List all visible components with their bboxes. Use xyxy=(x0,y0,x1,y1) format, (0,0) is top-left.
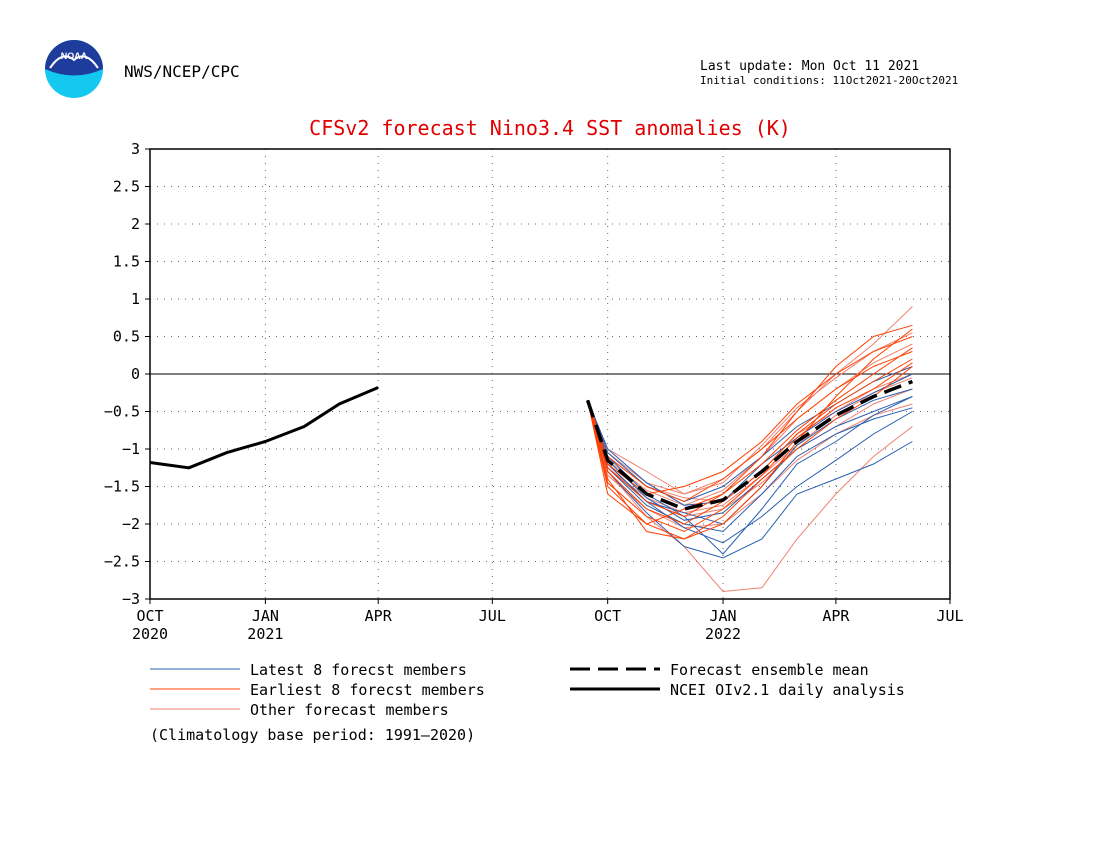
x-tick-label: APR xyxy=(365,607,393,625)
latest-member-line xyxy=(587,400,913,533)
initial-conditions: Initial conditions: 11Oct2021-20Oct2021 xyxy=(700,74,958,87)
legend-label-earliest: Earliest 8 forecst members xyxy=(250,681,485,699)
observed-line xyxy=(149,386,379,470)
y-tick-label: −2 xyxy=(122,515,140,533)
noaa-logo-bird xyxy=(49,55,99,69)
x-tick-label: JAN xyxy=(709,607,736,625)
x-tick-label: APR xyxy=(822,607,850,625)
x-tick-label: JUL xyxy=(936,607,963,625)
legend-label-mean: Forecast ensemble mean xyxy=(670,661,869,679)
earliest-member-line xyxy=(587,324,913,525)
x-tick-year-label: 2020 xyxy=(132,625,168,643)
y-tick-label: 2.5 xyxy=(113,178,140,196)
footnote: (Climatology base period: 1991—2020) xyxy=(150,726,475,744)
earliest-member-line xyxy=(587,347,913,518)
x-tick-year-label: 2021 xyxy=(247,625,283,643)
org-name: NWS/NCEP/CPC xyxy=(124,62,240,81)
latest-member-line xyxy=(587,373,913,506)
y-tick-label: 1.5 xyxy=(113,253,140,271)
y-tick-label: −3 xyxy=(122,590,140,608)
earliest-member-line xyxy=(587,366,913,540)
ensemble-mean-line xyxy=(585,379,914,511)
x-tick-label: JUL xyxy=(479,607,506,625)
noaa-logo-icon: NOAA xyxy=(45,40,103,98)
x-tick-label: JAN xyxy=(252,607,279,625)
y-tick-label: −0.5 xyxy=(104,403,140,421)
earliest-member-line xyxy=(587,358,913,525)
y-tick-label: 3 xyxy=(131,140,140,158)
axes: 32.521.510.50−0.5−1−1.5−2−2.5−3OCT2020JA… xyxy=(104,140,964,643)
y-tick-label: 0.5 xyxy=(113,328,140,346)
legend-label-other: Other forecast members xyxy=(250,701,449,719)
series-layer xyxy=(149,306,914,593)
earliest-member-line xyxy=(587,351,913,503)
y-tick-label: −2.5 xyxy=(104,553,140,571)
x-tick-year-label: 2022 xyxy=(705,625,741,643)
x-tick-label: OCT xyxy=(594,607,621,625)
noaa-logo-top xyxy=(45,40,103,76)
last-update: Last update: Mon Oct 11 2021 xyxy=(700,59,919,74)
y-tick-label: 0 xyxy=(131,365,140,383)
other-member-line xyxy=(587,400,913,593)
latest-member-line xyxy=(587,400,913,559)
x-tick-label: OCT xyxy=(136,607,163,625)
y-tick-label: 2 xyxy=(131,215,140,233)
legend-label-observed: NCEI OIv2.1 daily analysis xyxy=(670,681,905,699)
y-tick-label: 1 xyxy=(131,290,140,308)
noaa-logo-text: NOAA xyxy=(61,51,88,61)
y-tick-label: −1.5 xyxy=(104,478,140,496)
legend: Latest 8 forecst members Earliest 8 fore… xyxy=(150,661,905,719)
legend-label-latest: Latest 8 forecst members xyxy=(250,661,467,679)
other-member-line xyxy=(587,400,913,529)
earliest-member-line xyxy=(587,362,913,533)
y-tick-label: −1 xyxy=(122,440,140,458)
chart-title: CFSv2 forecast Nino3.4 SST anomalies (K) xyxy=(309,116,791,140)
